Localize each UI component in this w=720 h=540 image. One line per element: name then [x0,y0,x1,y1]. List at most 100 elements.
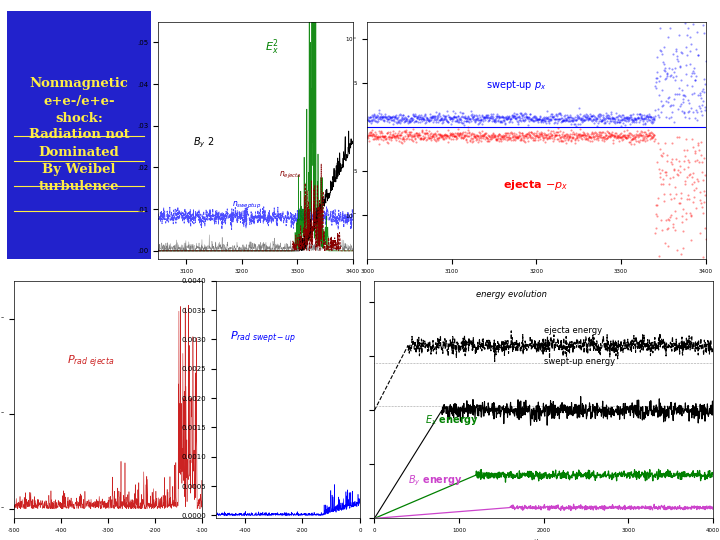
Point [373,139,384,148]
X-axis label: x: x [105,539,111,540]
Point [393,111,405,120]
Point [516,114,528,123]
Point [629,132,641,141]
Point [371,110,382,119]
Point [390,133,401,142]
Point [661,225,672,233]
Point [362,116,374,124]
Point [521,112,532,120]
Point [644,111,655,120]
Point [588,116,599,124]
Point [487,131,499,140]
Point [396,130,408,139]
Point [580,112,591,121]
Point [433,109,445,118]
Point [644,116,656,125]
Point [490,118,501,126]
Point [481,134,492,143]
Point [519,116,531,124]
Point [551,112,562,120]
Point [445,113,456,122]
Point [562,113,574,122]
Point [602,113,613,122]
Point [485,131,497,139]
Point [504,133,516,142]
Point [570,113,581,122]
Point [548,129,559,137]
Point [554,130,565,139]
Point [608,113,619,122]
Point [557,116,569,124]
Point [369,111,380,120]
Point [470,133,482,142]
Point [480,112,492,121]
Point [502,134,513,143]
Point [488,116,500,124]
Point [471,114,482,123]
Point [535,117,546,126]
Point [618,115,629,124]
Point [517,132,528,141]
Point [468,130,480,138]
Point [530,130,541,139]
Point [493,113,505,122]
Point [476,131,487,139]
Point [505,114,516,123]
Point [555,133,567,141]
Point [534,115,545,124]
Point [391,132,402,140]
Point [431,112,443,121]
Point [389,111,400,120]
Point [413,131,425,139]
Point [505,133,516,142]
Point [476,120,487,129]
Point [456,118,468,127]
Point [641,130,652,138]
Point [426,135,437,144]
Point [587,112,598,120]
Point [499,135,510,144]
Point [589,128,600,137]
Point [626,118,637,126]
Point [479,132,490,140]
Point [670,71,682,80]
Point [674,63,685,71]
Point [542,113,554,122]
Point [523,130,535,138]
Point [586,137,598,145]
Point [507,136,518,144]
Point [619,120,631,129]
Point [464,127,475,136]
Point [689,148,701,157]
Point [693,158,705,166]
Point [664,266,675,275]
Point [649,137,660,146]
Point [523,131,535,139]
Point [369,116,381,125]
Point [382,114,394,123]
Point [583,132,595,141]
Point [369,131,380,140]
Point [596,127,608,136]
Point [422,114,433,123]
Point [547,113,559,122]
Point [585,113,596,122]
Point [436,114,448,123]
Point [579,130,590,138]
Point [551,128,562,137]
Point [451,134,463,143]
Point [661,151,672,159]
Point [682,146,693,154]
Point [393,136,405,145]
Point [585,111,597,120]
Point [683,163,694,171]
Point [536,116,548,125]
Point [486,131,498,139]
Point [616,133,628,141]
Point [679,180,690,188]
Point [582,136,594,144]
Point [612,131,624,140]
Point [363,131,374,139]
Point [408,132,419,140]
Point [506,118,518,126]
